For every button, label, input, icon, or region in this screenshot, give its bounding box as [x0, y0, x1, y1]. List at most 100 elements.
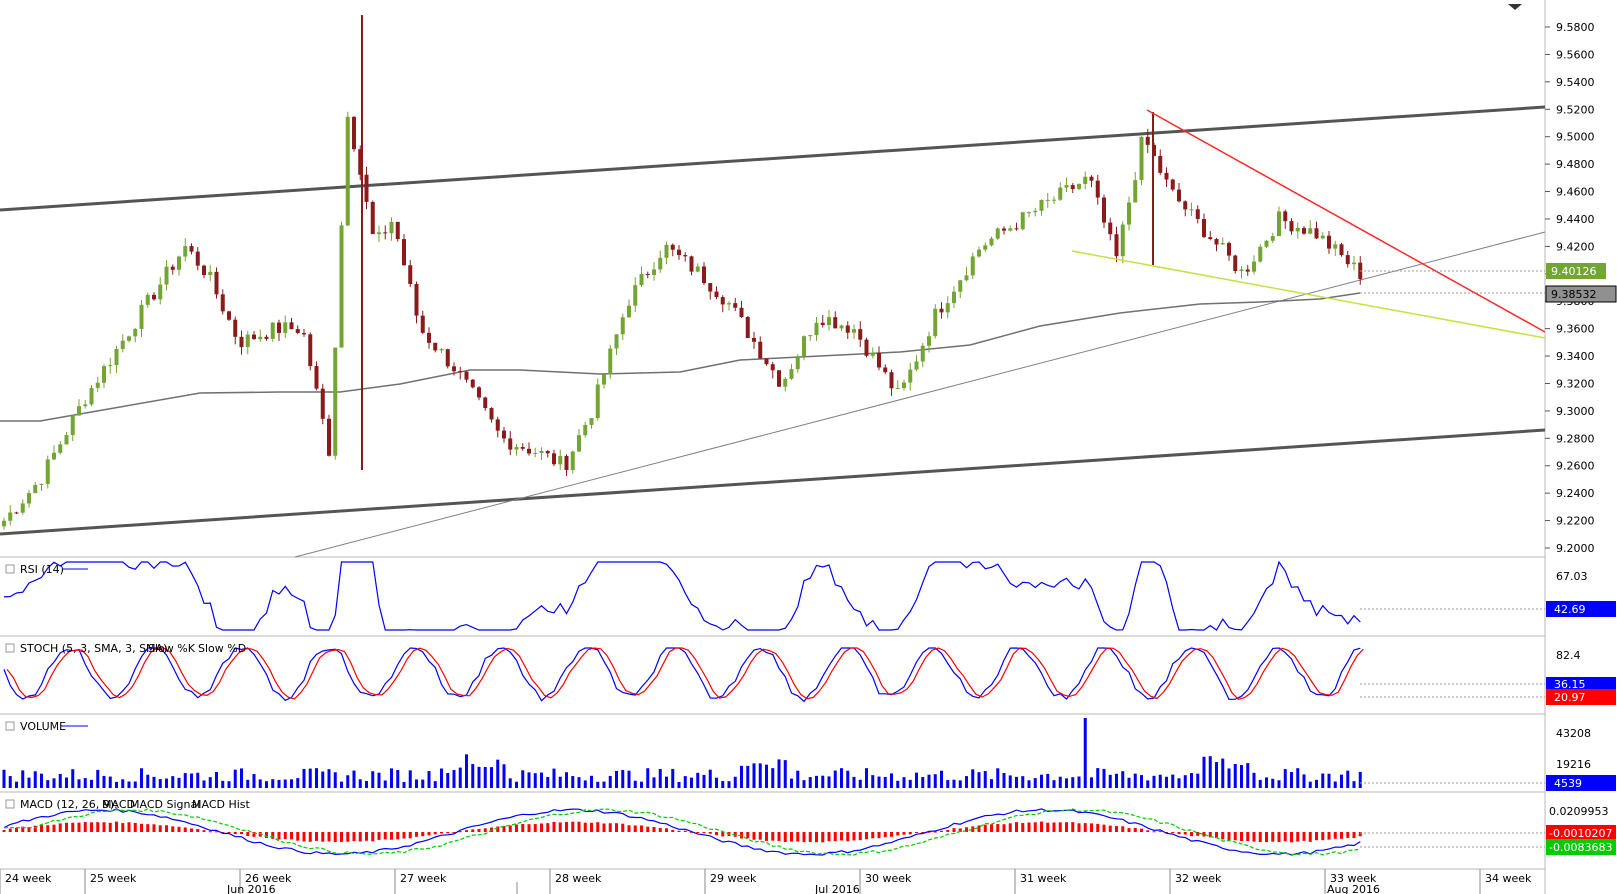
macd-hist-bar	[15, 827, 18, 832]
candle-up	[1189, 209, 1194, 211]
volume-bar	[640, 781, 643, 788]
candle-up	[133, 328, 138, 337]
volume-bar	[246, 779, 250, 788]
volume-bar	[77, 779, 81, 788]
macd-hist-bar	[390, 832, 393, 840]
volume-bar	[1321, 773, 1325, 788]
candle-up	[933, 308, 938, 337]
macd-hist-bar	[1240, 832, 1243, 841]
candle-down	[733, 303, 738, 308]
macd-hist-bar	[1033, 822, 1037, 832]
macd-hist-bar	[1121, 826, 1125, 832]
macd-hist-bar	[140, 823, 143, 832]
macd-hist-bar	[508, 825, 512, 832]
stoch-k-line	[3, 647, 1361, 703]
volume-bar	[140, 768, 143, 788]
macd-hist-bar	[415, 832, 418, 837]
volume-bar	[996, 768, 1000, 788]
volume-bar	[683, 776, 687, 788]
price-tick-label: 9.3200	[1556, 377, 1595, 390]
macd-hist-bar	[196, 829, 200, 832]
macd-hist-bar	[1265, 832, 1268, 843]
macd-hist-bar	[315, 832, 318, 841]
macd-hist-bar	[808, 832, 812, 842]
macd-hist-bar	[852, 832, 856, 841]
macd-hist-bar	[121, 823, 125, 832]
value-tags: 9.40126 9.38532 42.69 36.15 20.97 4539 -…	[1545, 263, 1617, 855]
price-tick-label: 9.4600	[1556, 186, 1595, 199]
macd-hist-bar	[1152, 831, 1156, 833]
volume-bar	[890, 773, 893, 788]
volume-bar	[1177, 778, 1181, 788]
macd-hist-bar	[265, 832, 268, 838]
macd-legend-macd: MACD	[102, 798, 135, 811]
volume-bar	[196, 772, 200, 788]
candle-up	[1120, 224, 1125, 257]
lower-wedge-line	[1071, 250, 1546, 339]
candle-up	[1020, 212, 1025, 230]
macd-hist-bar	[796, 832, 800, 842]
macd-hist-bar	[21, 826, 25, 832]
macd-hist-bar	[421, 832, 425, 837]
macd-hist-bar	[921, 832, 925, 833]
candle-up	[727, 303, 731, 305]
macd-hist-bar	[771, 832, 775, 841]
volume-bar	[346, 775, 350, 788]
volume-bar	[108, 776, 112, 788]
macd-hist-bar	[1227, 832, 1231, 841]
volume-bar	[1027, 780, 1031, 788]
macd-hist-bar	[283, 832, 287, 840]
candle-down	[1014, 228, 1019, 230]
week-label: 27 week	[400, 872, 447, 885]
volume-bar	[783, 760, 787, 788]
week-label: 34 week	[1485, 872, 1532, 885]
candle-down	[708, 283, 713, 292]
macd-hist-bar	[827, 832, 831, 842]
volume-bar	[1146, 780, 1150, 788]
macd-hist-bar	[1015, 822, 1018, 832]
macd-hist-bar	[671, 829, 675, 832]
volume-bar	[490, 767, 493, 788]
volume-bar	[396, 770, 400, 788]
macd-hist-bar	[46, 825, 50, 832]
macd-hist-bar	[871, 832, 875, 839]
week-label: 29 week	[710, 872, 757, 885]
macd-hist-bar	[677, 830, 681, 832]
volume-bar	[1115, 773, 1118, 788]
macd-hist-bar	[721, 832, 725, 837]
macd-hist-bar	[515, 824, 518, 832]
volume-bar	[965, 776, 968, 788]
macd-hist-bar	[765, 832, 768, 841]
volume-bar	[733, 776, 737, 788]
macd-hist-bar	[177, 826, 181, 832]
volume-bar	[1208, 756, 1212, 788]
candle-down	[195, 251, 200, 266]
candle-down	[752, 338, 756, 342]
candle-up	[1308, 228, 1313, 234]
macd-signal-line	[4, 808, 1361, 856]
candle-up	[902, 382, 906, 389]
month-label: Jun 2016	[226, 883, 276, 894]
scroll-arrow-icon[interactable]	[1508, 4, 1522, 10]
volume-bar	[915, 772, 918, 788]
candle-up	[139, 304, 144, 329]
volume-bar	[440, 768, 443, 788]
week-label: 32 week	[1175, 872, 1222, 885]
candle-down	[1108, 222, 1113, 235]
candle-up	[2, 520, 6, 527]
candle-up	[77, 406, 81, 416]
macd-hist-bar	[958, 828, 962, 832]
macd-hist-bar	[883, 832, 887, 838]
volume-bar	[58, 773, 62, 788]
candle-down	[458, 371, 463, 373]
candle-down	[277, 322, 281, 333]
candle-up	[977, 249, 981, 257]
volume-bar	[296, 778, 300, 788]
macd-hist-bar	[890, 832, 893, 837]
macd-hist-bar	[696, 832, 700, 833]
week-label: 26 week	[245, 872, 292, 885]
candle-down	[214, 271, 219, 295]
volume-bar	[846, 770, 850, 788]
candle-down	[1177, 189, 1181, 202]
